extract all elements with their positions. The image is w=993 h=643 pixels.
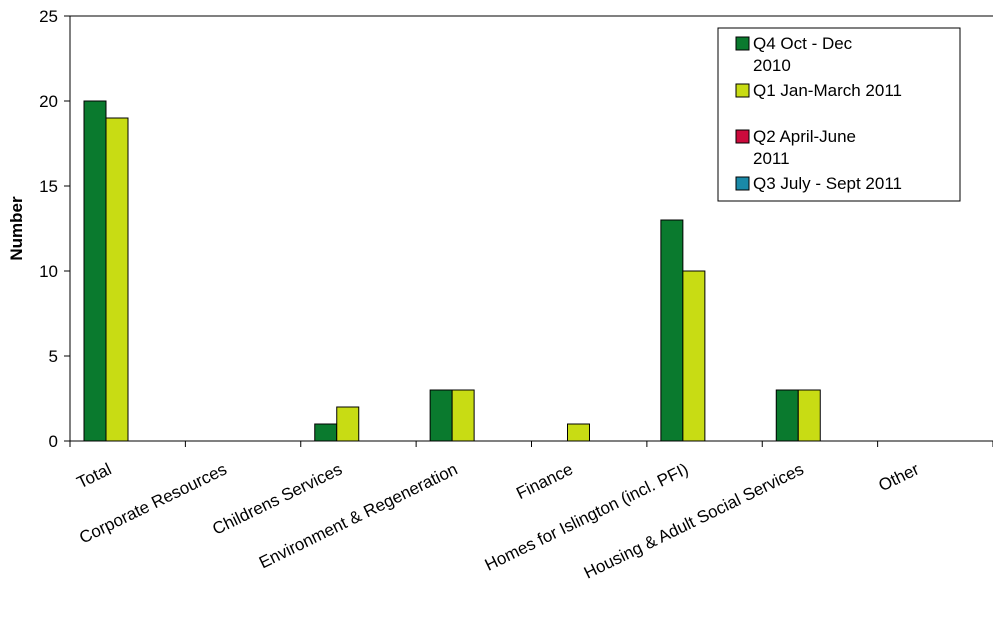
legend-swatch (735, 129, 750, 144)
bar-1-0 (105, 117, 129, 442)
y-tick-label: 10 (39, 262, 58, 281)
y-tick-label: 0 (49, 432, 58, 451)
legend-swatch (735, 176, 750, 191)
bar-0-0 (83, 100, 107, 442)
y-tick-label: 15 (39, 177, 58, 196)
bar-1-2 (336, 406, 360, 442)
legend-label: Q1 Jan-March 2011 (753, 81, 902, 100)
bar-0-2 (314, 423, 338, 442)
legend-box (717, 27, 961, 202)
legend: Q4 Oct - Dec 2010 Q1 Jan-March 2011 Q2 Apri… (717, 27, 961, 202)
legend-label: Q4 Oct - Dec (753, 34, 853, 53)
x-tick-label: Homes for Islington (incl. PFI) (482, 460, 692, 575)
bars (83, 100, 821, 442)
y-tick-label: 5 (49, 347, 58, 366)
legend-swatch (735, 83, 750, 98)
x-tick-label: Finance (513, 460, 576, 504)
y-axis-ticks: 0 5 10 15 20 25 (39, 7, 70, 451)
legend-label: Q2 April-June (753, 127, 856, 146)
y-axis-label: Number (7, 196, 26, 261)
legend-label: Q3 July - Sept 2011 (753, 174, 902, 193)
x-tick-label: Housing & Adult Social Services (581, 460, 807, 583)
x-tick-label: Environment & Regeneration (256, 460, 461, 573)
bar-1-3 (451, 389, 475, 442)
bar-0-6 (775, 389, 799, 442)
x-tick-label: Other (876, 459, 923, 495)
legend-swatch (735, 36, 750, 51)
legend-label: 2010 (753, 56, 791, 75)
bar-0-5 (660, 219, 684, 442)
bar-1-5 (682, 270, 706, 442)
bar-1-6 (797, 389, 821, 442)
y-tick-label: 25 (39, 7, 58, 26)
bar-1-4 (567, 423, 590, 442)
x-tick-label: Total (74, 460, 115, 493)
legend-label: 2011 (753, 149, 790, 168)
bar-0-3 (429, 389, 453, 442)
y-tick-label: 20 (39, 92, 58, 111)
